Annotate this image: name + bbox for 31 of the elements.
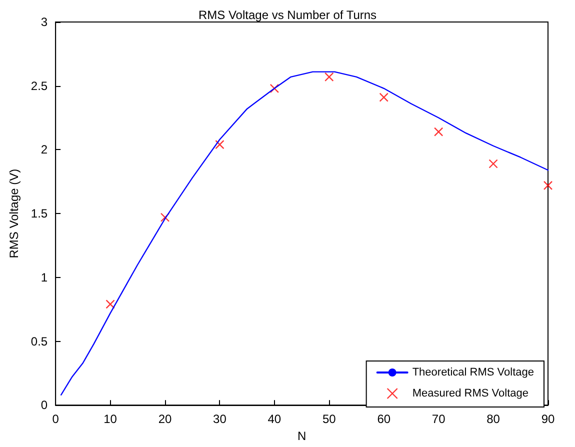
y-tick-label: 2.5 — [30, 78, 48, 93]
x-tick-label: 80 — [486, 412, 500, 426]
legend-label: Theoretical RMS Voltage — [412, 366, 534, 378]
y-axis-title: RMS Voltage (V) — [7, 168, 21, 258]
point — [270, 84, 280, 94]
x-tick-label: 30 — [213, 412, 227, 426]
x-tick-label: 40 — [268, 412, 282, 426]
point — [543, 180, 553, 190]
x-tick-label: 70 — [432, 412, 446, 426]
y-tick-label: 3 — [40, 15, 48, 29]
y-tick-label: 0 — [40, 398, 48, 412]
x-tick-label: 0 — [52, 412, 60, 426]
y-tick-label: 0.5 — [30, 334, 48, 348]
point — [488, 159, 498, 168]
x-tick-label: 50 — [322, 412, 336, 426]
point — [379, 92, 388, 102]
point — [106, 300, 115, 309]
chart-title: RMS Voltage vs Number of Turns — [198, 8, 377, 22]
y-tick-label: 1.5 — [30, 206, 48, 221]
y-tick-label: 2 — [40, 142, 48, 157]
point — [160, 212, 170, 222]
point — [215, 140, 224, 150]
legend-label: Measured RMS Voltage — [412, 388, 528, 400]
x-tick-label: 20 — [158, 412, 172, 426]
x-tick-label: 90 — [541, 412, 555, 426]
x-axis-title: N — [297, 429, 306, 443]
point — [434, 127, 444, 136]
x-tick-label: 60 — [377, 412, 391, 426]
x-tick-label: 10 — [104, 412, 118, 426]
point — [324, 72, 334, 82]
y-tick-label: 1 — [40, 270, 48, 284]
